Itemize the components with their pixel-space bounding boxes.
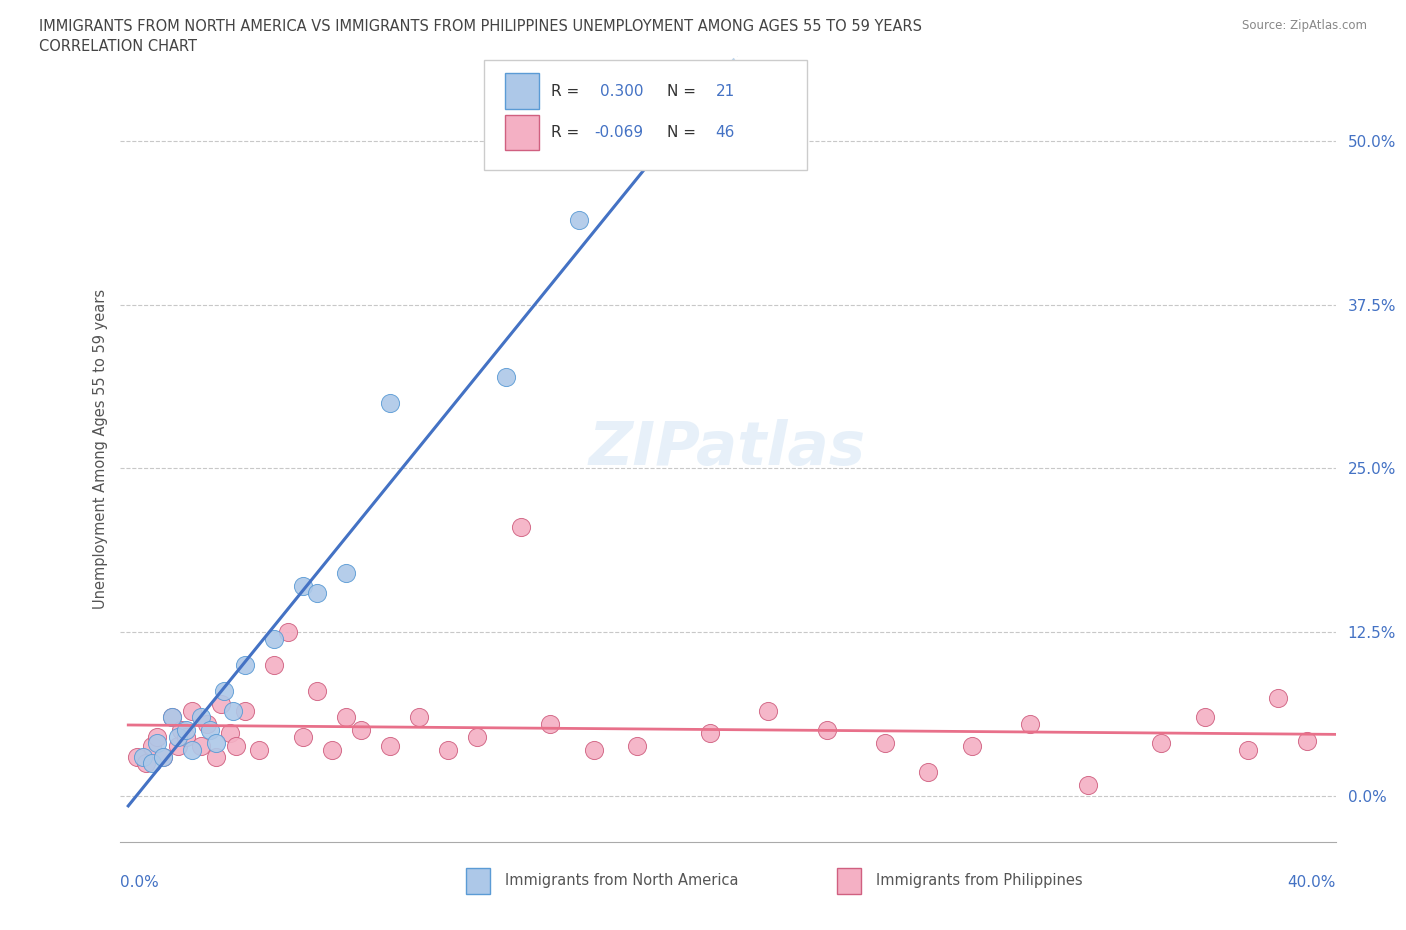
- Point: [277, 625, 299, 640]
- Point: [335, 710, 357, 724]
- Bar: [505, 73, 538, 109]
- Point: [1194, 710, 1216, 724]
- Text: IMMIGRANTS FROM NORTH AMERICA VS IMMIGRANTS FROM PHILIPPINES UNEMPLOYMENT AMONG : IMMIGRANTS FROM NORTH AMERICA VS IMMIGRA…: [39, 19, 922, 33]
- Point: [582, 742, 605, 757]
- Point: [198, 723, 221, 737]
- Text: 40.0%: 40.0%: [1288, 874, 1336, 890]
- Point: [1077, 777, 1099, 792]
- Point: [873, 736, 896, 751]
- Point: [125, 749, 148, 764]
- Text: 46: 46: [716, 126, 735, 140]
- Point: [291, 729, 314, 744]
- Point: [467, 729, 489, 744]
- Text: N =: N =: [666, 126, 700, 140]
- Text: N =: N =: [666, 84, 700, 99]
- Point: [437, 742, 460, 757]
- Point: [756, 703, 779, 718]
- Point: [160, 710, 183, 724]
- Point: [181, 742, 204, 757]
- FancyBboxPatch shape: [484, 60, 807, 170]
- Point: [209, 697, 232, 711]
- Point: [233, 703, 256, 718]
- Point: [815, 723, 838, 737]
- Point: [195, 716, 218, 731]
- Point: [538, 716, 561, 731]
- Point: [190, 738, 212, 753]
- Point: [408, 710, 430, 724]
- Point: [176, 729, 198, 744]
- Point: [247, 742, 270, 757]
- Point: [135, 755, 157, 770]
- Bar: [467, 869, 491, 894]
- Point: [1150, 736, 1173, 751]
- Point: [335, 565, 357, 580]
- Bar: [837, 869, 862, 894]
- Point: [1267, 690, 1289, 705]
- Point: [350, 723, 373, 737]
- Point: [160, 710, 183, 724]
- Point: [169, 723, 191, 737]
- Point: [146, 736, 169, 751]
- Point: [263, 658, 285, 672]
- Point: [204, 736, 226, 751]
- Point: [222, 703, 245, 718]
- Point: [176, 723, 198, 737]
- Point: [152, 749, 174, 764]
- Text: R =: R =: [551, 84, 585, 99]
- Point: [917, 764, 939, 779]
- Point: [225, 738, 247, 753]
- Point: [166, 738, 188, 753]
- Point: [219, 725, 242, 740]
- Text: Immigrants from Philippines: Immigrants from Philippines: [876, 873, 1083, 888]
- Point: [181, 703, 204, 718]
- Point: [626, 738, 648, 753]
- Point: [146, 729, 169, 744]
- Point: [1237, 742, 1260, 757]
- Point: [233, 658, 256, 672]
- Bar: [505, 115, 538, 151]
- Point: [960, 738, 983, 753]
- Point: [152, 749, 174, 764]
- Point: [378, 738, 401, 753]
- Point: [378, 395, 401, 410]
- Point: [204, 749, 226, 764]
- Point: [321, 742, 343, 757]
- Point: [291, 578, 314, 593]
- Y-axis label: Unemployment Among Ages 55 to 59 years: Unemployment Among Ages 55 to 59 years: [93, 288, 108, 609]
- Text: 0.300: 0.300: [600, 84, 644, 99]
- Text: CORRELATION CHART: CORRELATION CHART: [39, 39, 197, 54]
- Point: [190, 710, 212, 724]
- Point: [132, 749, 155, 764]
- Point: [1019, 716, 1042, 731]
- Text: Immigrants from North America: Immigrants from North America: [505, 873, 738, 888]
- Point: [510, 520, 533, 535]
- Point: [141, 738, 163, 753]
- Text: ZIPatlas: ZIPatlas: [589, 419, 866, 478]
- Point: [166, 729, 188, 744]
- Point: [495, 369, 517, 384]
- Text: Source: ZipAtlas.com: Source: ZipAtlas.com: [1241, 19, 1367, 32]
- Point: [568, 212, 591, 227]
- Text: R =: R =: [551, 126, 585, 140]
- Point: [307, 585, 329, 600]
- Point: [699, 725, 721, 740]
- Point: [263, 631, 285, 646]
- Point: [307, 684, 329, 698]
- Point: [212, 684, 235, 698]
- Text: 21: 21: [716, 84, 735, 99]
- Text: -0.069: -0.069: [593, 126, 643, 140]
- Text: 0.0%: 0.0%: [120, 874, 159, 890]
- Point: [141, 755, 163, 770]
- Point: [1295, 734, 1317, 749]
